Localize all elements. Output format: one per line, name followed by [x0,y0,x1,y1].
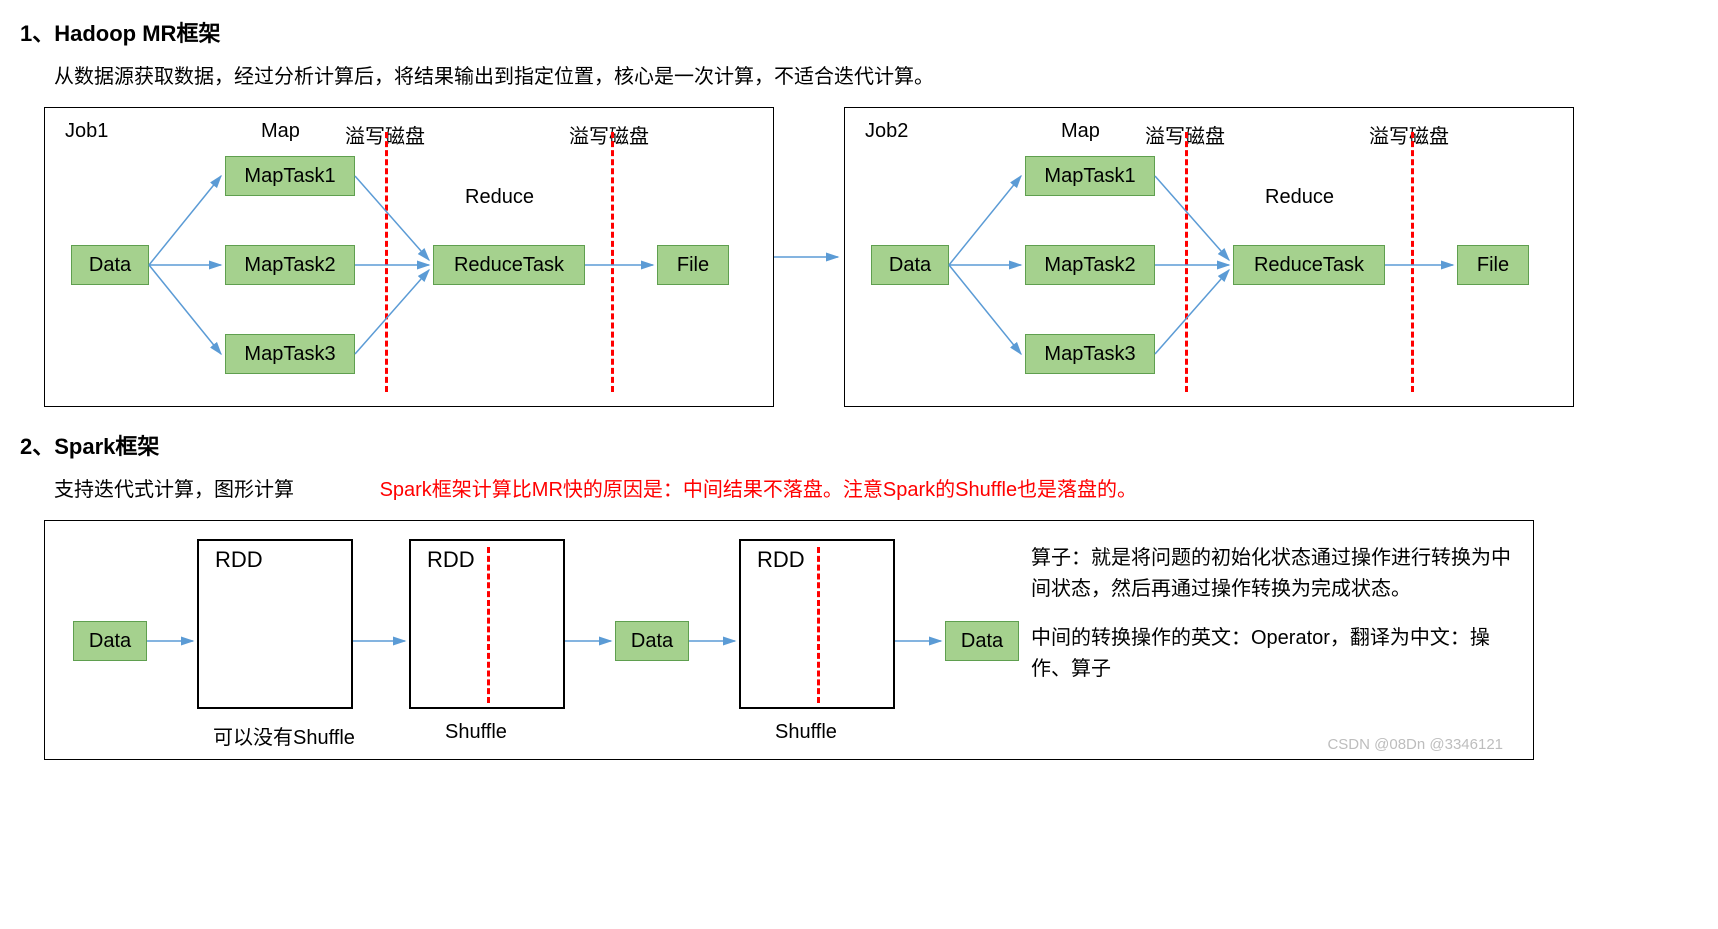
maptask1-node: MapTask1 [225,156,355,196]
cap-shuffle-2: Shuffle [775,721,837,744]
spill2-label-2: 溢写磁盘 [1369,120,1449,149]
maptask3-node: MapTask3 [225,334,355,374]
hadoop-diagram-row: Job1 Map 溢写磁盘 Reduce 溢写磁盘 Data MapTask1 … [20,107,1698,407]
side-text-block: 算子：就是将问题的初始化状态通过操作进行转换为中间状态，然后再通过操作转换为完成… [1031,543,1511,685]
maptask2-node-2: MapTask2 [1025,245,1155,285]
section2-desc-row: 支持迭代式计算，图形计算 Spark框架计算比MR快的原因是：中间结果不落盘。注… [54,473,1698,502]
job2-label: Job2 [865,120,908,143]
file-node-2: File [1457,245,1529,285]
cap-shuffle-1: Shuffle [445,721,507,744]
spark-data1: Data [73,621,147,661]
maptask3-node-2: MapTask3 [1025,334,1155,374]
job1-box: Job1 Map 溢写磁盘 Reduce 溢写磁盘 Data MapTask1 … [44,107,774,407]
data-node: Data [71,245,149,285]
maptask1-node-2: MapTask1 [1025,156,1155,196]
spill-dash-3 [1185,132,1188,392]
shuffle-dash-1 [487,547,490,703]
spill-dash-1 [385,132,388,392]
watermark-text: CSDN @08Dn @3346121 [1327,736,1503,753]
section2-heading: 2、Spark框架 [20,429,1698,461]
reduce-label-2: Reduce [1265,186,1334,209]
between-jobs-arrow [774,117,844,397]
rdd2-label: RDD [427,547,475,573]
shuffle-dash-2 [817,547,820,703]
maptask2-node: MapTask2 [225,245,355,285]
reducetask-node: ReduceTask [433,245,585,285]
spark-data3: Data [945,621,1019,661]
job2-box: Job2 Map 溢写磁盘 Reduce 溢写磁盘 Data MapTask1 … [844,107,1574,407]
data-node-2: Data [871,245,949,285]
map-label: Map [261,120,300,143]
side-text-1: 算子：就是将问题的初始化状态通过操作进行转换为中间状态，然后再通过操作转换为完成… [1031,543,1511,605]
job1-label: Job1 [65,120,108,143]
spill2-label: 溢写磁盘 [569,120,649,149]
reducetask-node-2: ReduceTask [1233,245,1385,285]
spark-box: Data RDD RDD Data RDD Data 可以没有Shuffle S… [44,520,1534,760]
rdd1-label: RDD [215,547,263,573]
spark-rdd1: RDD [197,539,353,709]
section1-heading: 1、Hadoop MR框架 [20,16,1698,48]
file-node: File [657,245,729,285]
spill-dash-2 [611,132,614,392]
reduce-label: Reduce [465,186,534,209]
spill-dash-4 [1411,132,1414,392]
map-label-2: Map [1061,120,1100,143]
rdd3-label: RDD [757,547,805,573]
section1-desc: 从数据源获取数据，经过分析计算后，将结果输出到指定位置，核心是一次计算，不适合迭… [54,60,1698,89]
side-text-2: 中间的转换操作的英文：Operator，翻译为中文：操作、算子 [1031,623,1511,685]
spark-data2: Data [615,621,689,661]
section2-desc-red: Spark框架计算比MR快的原因是：中间结果不落盘。注意Spark的Shuffl… [380,479,1138,501]
cap-no-shuffle: 可以没有Shuffle [213,721,355,750]
section2-desc-black: 支持迭代式计算，图形计算 [54,479,294,501]
